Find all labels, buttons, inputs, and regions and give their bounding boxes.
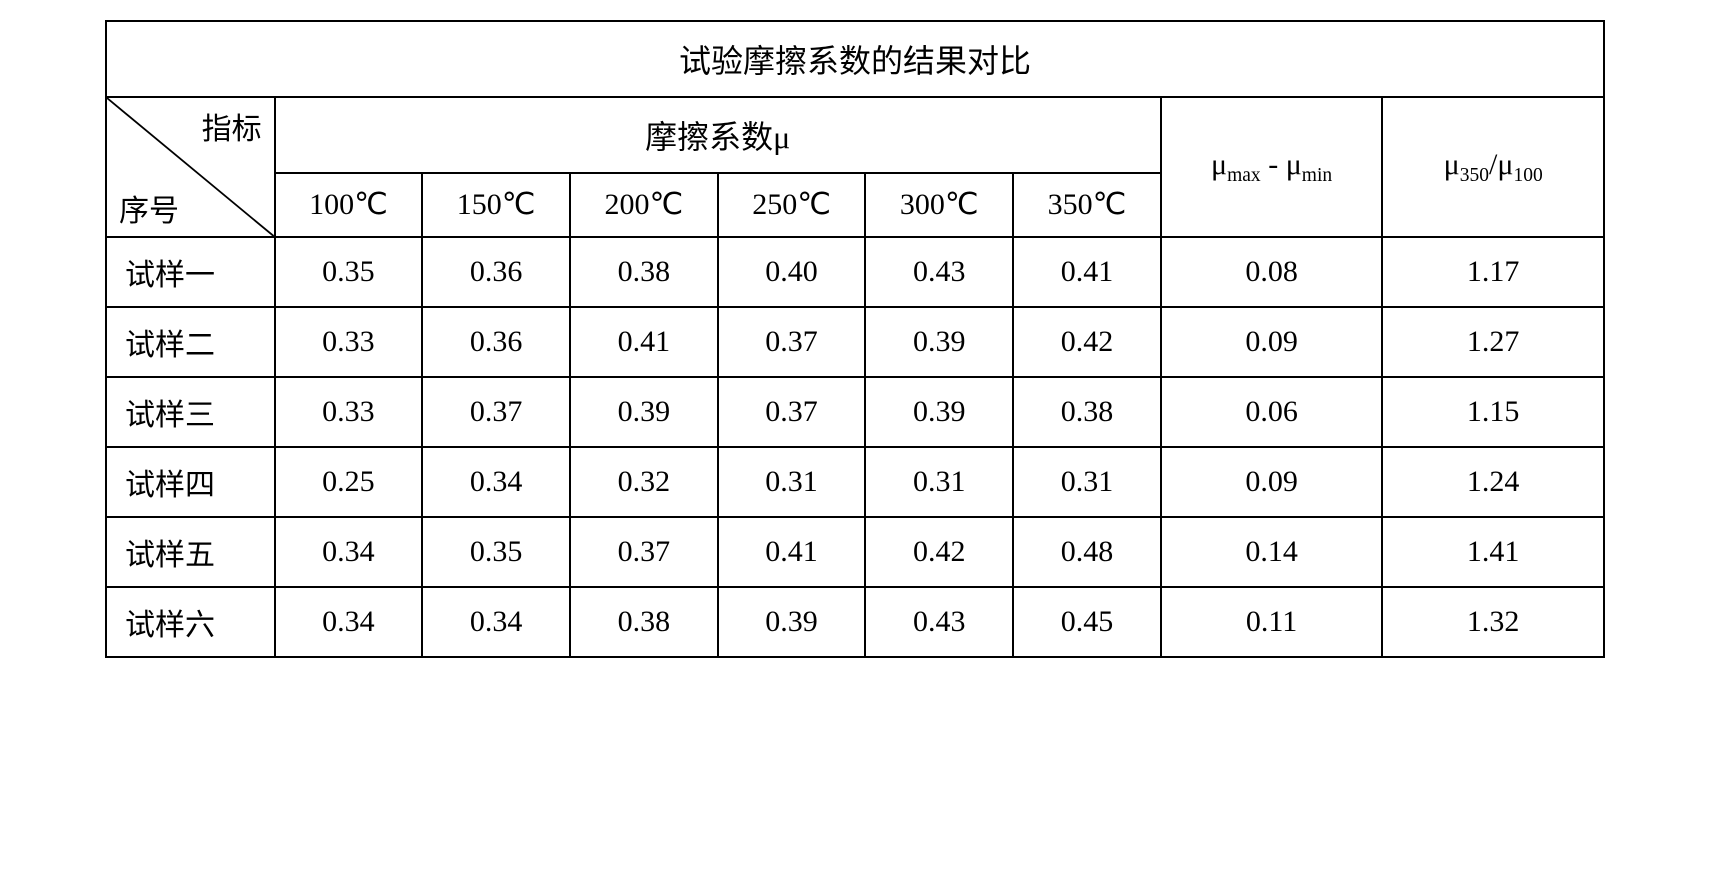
- cell: 0.33: [275, 377, 423, 447]
- stat1-cell: 0.09: [1161, 447, 1383, 517]
- temp-col-0: 100℃: [275, 173, 423, 237]
- stat2-sym1: μ: [1444, 148, 1460, 181]
- cell: 0.34: [275, 517, 423, 587]
- table-row: 试样六 0.34 0.34 0.38 0.39 0.43 0.45 0.11 1…: [106, 587, 1604, 657]
- cell: 0.31: [865, 447, 1013, 517]
- temp-col-3: 250℃: [718, 173, 866, 237]
- cell: 0.37: [422, 377, 570, 447]
- cell: 0.36: [422, 237, 570, 307]
- stat1-header: μmax - μmin: [1161, 97, 1383, 237]
- cell: 0.38: [1013, 377, 1161, 447]
- cell: 0.31: [1013, 447, 1161, 517]
- cell: 0.45: [1013, 587, 1161, 657]
- table-row: 试样一 0.35 0.36 0.38 0.40 0.43 0.41 0.08 1…: [106, 237, 1604, 307]
- cell: 0.35: [275, 237, 423, 307]
- stat1-cell: 0.14: [1161, 517, 1383, 587]
- stat2-cell: 1.17: [1382, 237, 1604, 307]
- cell: 0.43: [865, 587, 1013, 657]
- stat2-cell: 1.41: [1382, 517, 1604, 587]
- stat2-sub1: 350: [1460, 165, 1489, 186]
- cell: 0.36: [422, 307, 570, 377]
- stat1-sub2: min: [1302, 165, 1332, 186]
- cell: 0.42: [865, 517, 1013, 587]
- cell: 0.40: [718, 237, 866, 307]
- row-label: 试样三: [106, 377, 275, 447]
- temp-col-2: 200℃: [570, 173, 718, 237]
- stat2-sym2: μ: [1497, 148, 1513, 181]
- cell: 0.25: [275, 447, 423, 517]
- stat2-cell: 1.24: [1382, 447, 1604, 517]
- cell: 0.31: [718, 447, 866, 517]
- cell: 0.48: [1013, 517, 1161, 587]
- mu-group-header: 摩擦系数μ: [275, 97, 1161, 173]
- cell: 0.33: [275, 307, 423, 377]
- stat2-header: μ350/μ100: [1382, 97, 1604, 237]
- row-label: 试样四: [106, 447, 275, 517]
- diag-top-label: 指标: [202, 104, 262, 148]
- stat1-cell: 0.09: [1161, 307, 1383, 377]
- stat1-sym1: μ: [1211, 148, 1227, 181]
- stat2-sub2: 100: [1513, 165, 1542, 186]
- diag-bottom-label: 序号: [119, 186, 179, 230]
- cell: 0.39: [570, 377, 718, 447]
- row-label: 试样五: [106, 517, 275, 587]
- cell: 0.39: [865, 307, 1013, 377]
- friction-coefficient-table: 试验摩擦系数的结果对比 指标 序号 摩擦系数μ μmax - μmin μ350…: [105, 20, 1605, 658]
- cell: 0.38: [570, 237, 718, 307]
- cell: 0.39: [865, 377, 1013, 447]
- cell: 0.37: [570, 517, 718, 587]
- table-row: 试样五 0.34 0.35 0.37 0.41 0.42 0.48 0.14 1…: [106, 517, 1604, 587]
- cell: 0.41: [570, 307, 718, 377]
- row-label: 试样一: [106, 237, 275, 307]
- stat2-cell: 1.27: [1382, 307, 1604, 377]
- table-row: 试样三 0.33 0.37 0.39 0.37 0.39 0.38 0.06 1…: [106, 377, 1604, 447]
- cell: 0.32: [570, 447, 718, 517]
- stat1-sep: -: [1261, 148, 1286, 181]
- diagonal-header: 指标 序号: [106, 97, 275, 237]
- stat2-cell: 1.15: [1382, 377, 1604, 447]
- row-label: 试样六: [106, 587, 275, 657]
- cell: 0.34: [422, 447, 570, 517]
- friction-table-container: 试验摩擦系数的结果对比 指标 序号 摩擦系数μ μmax - μmin μ350…: [105, 20, 1605, 658]
- stat1-sub1: max: [1227, 165, 1261, 186]
- cell: 0.37: [718, 307, 866, 377]
- temp-col-5: 350℃: [1013, 173, 1161, 237]
- table-row: 试样二 0.33 0.36 0.41 0.37 0.39 0.42 0.09 1…: [106, 307, 1604, 377]
- temp-col-4: 300℃: [865, 173, 1013, 237]
- cell: 0.35: [422, 517, 570, 587]
- cell: 0.34: [422, 587, 570, 657]
- row-label: 试样二: [106, 307, 275, 377]
- stat1-sym2: μ: [1286, 148, 1302, 181]
- stat1-cell: 0.11: [1161, 587, 1383, 657]
- cell: 0.38: [570, 587, 718, 657]
- cell: 0.41: [718, 517, 866, 587]
- cell: 0.39: [718, 587, 866, 657]
- cell: 0.37: [718, 377, 866, 447]
- cell: 0.42: [1013, 307, 1161, 377]
- cell: 0.34: [275, 587, 423, 657]
- table-title: 试验摩擦系数的结果对比: [106, 21, 1604, 97]
- title-row: 试验摩擦系数的结果对比: [106, 21, 1604, 97]
- stat2-cell: 1.32: [1382, 587, 1604, 657]
- header-row-1: 指标 序号 摩擦系数μ μmax - μmin μ350/μ100: [106, 97, 1604, 173]
- cell: 0.43: [865, 237, 1013, 307]
- stat1-cell: 0.08: [1161, 237, 1383, 307]
- stat1-cell: 0.06: [1161, 377, 1383, 447]
- cell: 0.41: [1013, 237, 1161, 307]
- table-row: 试样四 0.25 0.34 0.32 0.31 0.31 0.31 0.09 1…: [106, 447, 1604, 517]
- temp-col-1: 150℃: [422, 173, 570, 237]
